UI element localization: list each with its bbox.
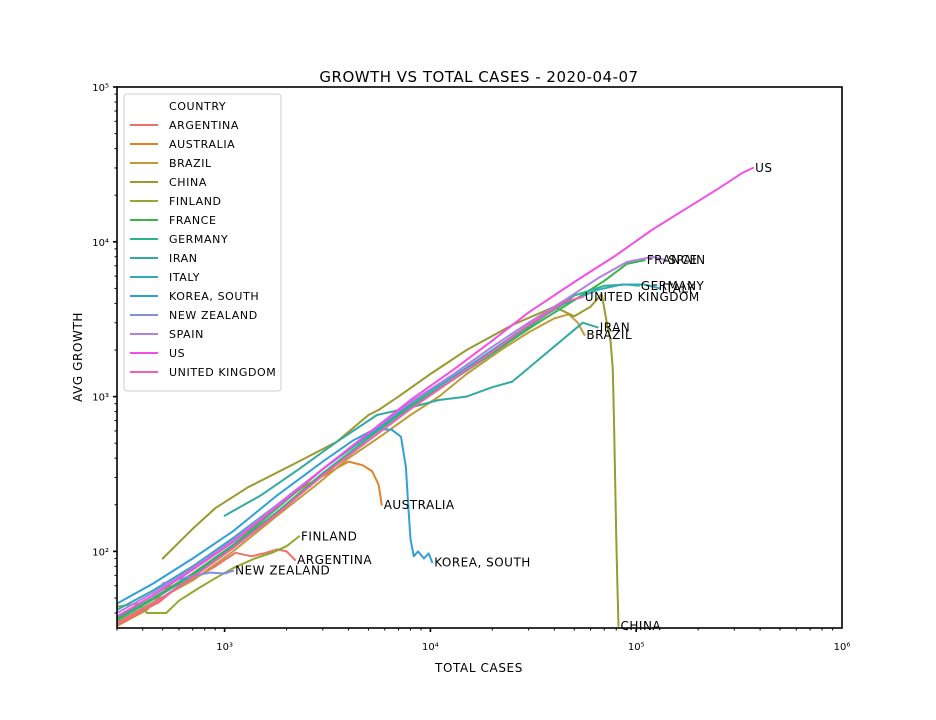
legend-box (123, 93, 282, 392)
x-tick-label: 10⁴ (422, 642, 439, 653)
x-tick-label: 10³ (216, 642, 233, 653)
legend-label-brazil: BRAZIL (169, 157, 212, 170)
annotation-brazil: BRAZIL (586, 328, 632, 342)
y-tick-label: 10² (92, 547, 109, 558)
chart-title: GROWTH VS TOTAL CASES - 2020-04-07 (319, 68, 638, 86)
legend-label-china: CHINA (169, 176, 207, 189)
legend-label-korea-south: KOREA, SOUTH (169, 290, 259, 303)
y-tick-label: 10³ (92, 393, 109, 404)
series-annotations: ARGENTINA AUSTRALIA BRAZIL CHINA FINLAND FRAN… (235, 161, 772, 633)
legend-label-new-zealand: NEW ZEALAND (169, 309, 258, 322)
x-tick-label: 10⁵ (628, 642, 645, 653)
legend-label-germany: GERMANY (169, 233, 228, 246)
annotation-china: CHINA (621, 619, 662, 633)
legend-label-iran: IRAN (169, 252, 198, 265)
legend-title: COUNTRY (169, 100, 226, 113)
series-line-korea-south (117, 427, 434, 605)
annotation-iran: IRAN (600, 320, 631, 334)
y-tick-label: 10⁴ (92, 238, 109, 249)
legend-label-australia: AUSTRALIA (169, 138, 235, 151)
series-line-spain (117, 255, 668, 614)
annotation-germany: GERMANY (641, 279, 705, 293)
annotation-korea-south: KOREA, SOUTH (434, 555, 531, 569)
annotation-finland: FINLAND (301, 529, 357, 543)
series-line-us (117, 166, 755, 618)
series-line-brazil (117, 313, 586, 623)
legend-label-france: FRANCE (169, 214, 217, 227)
series-line-united-kingdom (117, 296, 584, 625)
annotation-spain: SPAIN (668, 253, 705, 267)
annotation-australia: AUSTRALIA (384, 498, 455, 512)
y-tick-label: 10⁵ (92, 83, 109, 94)
annotation-us: US (755, 161, 772, 175)
axis-ticks: 10³ 10⁴ 10⁵ 10⁶ 10² 10³ 10⁴ 10⁵ (92, 83, 850, 653)
annotation-italy: ITALY (662, 281, 695, 295)
series-line-iran (223, 321, 599, 517)
legend-label-united-kingdom: UNITED KINGDOM (169, 366, 276, 379)
legend: COUNTRY ARGENTINA AUSTRALIA BRAZIL CHINA FINL… (123, 93, 282, 392)
series-line-italy (117, 283, 661, 611)
x-tick-label: 10⁶ (834, 642, 851, 653)
legend-label-us: US (169, 347, 185, 360)
x-axis-label: TOTAL CASES (434, 661, 523, 675)
legend-label-argentina: ARGENTINA (169, 119, 239, 132)
annotation-france: FRANCE (647, 253, 698, 267)
annotation-argentina: ARGENTINA (297, 553, 372, 567)
series-line-china (161, 293, 620, 627)
y-axis-label: AVG GROWTH (71, 312, 85, 402)
legend-label-finland: FINLAND (169, 195, 222, 208)
annotation-new-zealand: NEW ZEALAND (235, 564, 330, 578)
series-line-finland (117, 535, 300, 614)
annotation-united-kingdom: UNITED KINGDOM (585, 290, 700, 304)
legend-label-italy: ITALY (169, 271, 200, 284)
series-lines (117, 166, 755, 627)
plot-frame (116, 86, 843, 629)
legend-label-spain: SPAIN (169, 328, 204, 341)
